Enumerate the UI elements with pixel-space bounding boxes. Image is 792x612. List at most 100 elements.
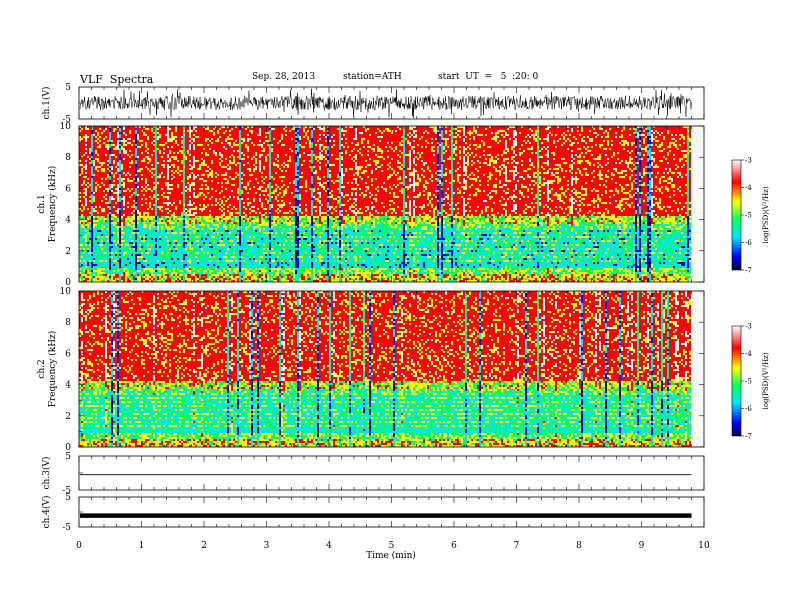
spectrogram-cell [439,168,441,170]
spectrogram-cell [637,152,639,154]
spectrogram-cell [135,180,137,182]
spectrogram-cell [649,138,651,140]
spectrogram-cell [453,184,465,186]
spectrogram-cell [233,138,239,140]
spectrogram-cell [641,132,647,134]
spectrogram-cell [91,152,93,154]
spectrogram-cell [333,190,339,192]
spectrogram-cell [501,166,503,168]
spectrogram-cell [205,148,209,150]
spectrogram-cell [259,164,261,166]
spectrogram-cell [323,126,325,128]
spectrogram-cell [169,140,173,142]
spectrogram-cell [119,140,121,142]
spectrogram-cell [437,158,439,160]
spectrogram-cell [119,136,121,138]
spectrogram-cell [543,182,549,184]
spectrogram-cell [127,180,133,182]
spectrogram-cell [351,150,353,152]
spectrogram-cell [689,158,691,160]
spectrogram-cell [505,134,507,136]
spectrogram-cell [91,154,93,156]
spectrogram-cell [425,190,435,192]
spectrogram-cell [367,170,371,172]
spectrogram-cell [371,134,403,136]
spectrogram-cell [647,160,649,162]
spectrogram-cell [115,180,119,182]
spectrogram-cell [635,130,637,132]
spectrogram-cell [461,166,463,168]
spectrogram-cell [145,158,147,160]
spectrogram-cell [237,188,239,190]
spectrogram-cell [677,134,679,136]
spectrogram-cell [275,184,277,186]
spectrogram-cell [169,160,171,162]
spectrogram-cell [387,176,389,178]
spectrogram-cell [465,130,469,132]
spectrogram-cell [319,166,321,168]
spectrogram-cell [687,174,689,176]
spectrogram-cell [617,152,619,154]
spectrogram-cell [229,160,231,162]
spectrogram-cell [585,160,589,162]
spectrogram-cell [395,130,397,132]
spectrogram-cell [341,148,353,150]
spectrogram-cell [517,184,521,186]
spectrogram-cell [281,144,283,146]
spectrogram-cell [441,132,443,134]
spectrogram-cell [209,148,211,150]
spectrogram-cell [195,156,221,158]
spectrogram-cell [567,130,569,132]
spectrogram-cell [105,178,107,180]
spectrogram-cell [583,186,605,188]
spectrogram-cell [403,132,405,134]
spectrogram-cell [83,154,85,156]
spectrogram-cell [381,170,383,172]
spectrogram-cell [311,174,313,176]
spectrogram-cell [621,162,625,164]
spectrogram-cell [227,166,229,168]
spectrogram-cell [129,142,131,144]
spectrogram-cell [675,154,683,156]
spectrogram-cell [635,144,637,146]
spectrogram-cell [533,188,537,190]
spectrogram-cell [125,144,127,146]
spectrogram-cell [601,128,603,130]
spectrogram-cell [137,160,141,162]
spectrogram-cell [679,134,683,136]
spectrogram-cell [675,134,677,136]
spectrogram-cell [399,142,401,144]
spectrogram-cell [337,174,339,176]
spectrogram-cell [671,146,675,148]
spectrogram-cell [107,178,109,180]
spectrogram-cell [229,182,239,184]
spectrogram-cell [139,138,147,140]
spectrogram-cell [607,130,621,132]
spectrogram-cell [573,164,589,166]
spectrogram-cell [123,166,129,168]
spectrogram-cell [689,186,691,188]
spectrogram-cell [507,128,509,130]
spectrogram-cell [113,174,115,176]
spectrogram-cell [189,186,191,188]
spectrogram-cell [209,154,215,156]
spectrogram-cell [439,128,441,130]
spectrogram-cell [667,152,669,154]
spectrogram-cell [451,150,453,152]
spectrogram-cell [435,178,437,180]
spectrogram-cell [177,144,179,146]
spectrogram-cell [669,188,677,190]
spectrogram-cell [141,170,149,172]
spectrogram-cell [379,160,397,162]
spectrogram-cell [605,132,607,134]
spectrogram-cell [311,176,313,178]
spectrogram-cell [635,162,637,164]
spectrogram-cell [487,146,491,148]
spectrogram-cell [397,160,399,162]
spectrogram-cell [613,154,615,156]
spectrogram-cell [249,130,251,132]
spectrogram-cell [157,136,159,138]
spectrogram-cell [153,150,155,152]
spectrogram-cell [111,166,113,168]
spectrogram-cell [441,142,443,144]
